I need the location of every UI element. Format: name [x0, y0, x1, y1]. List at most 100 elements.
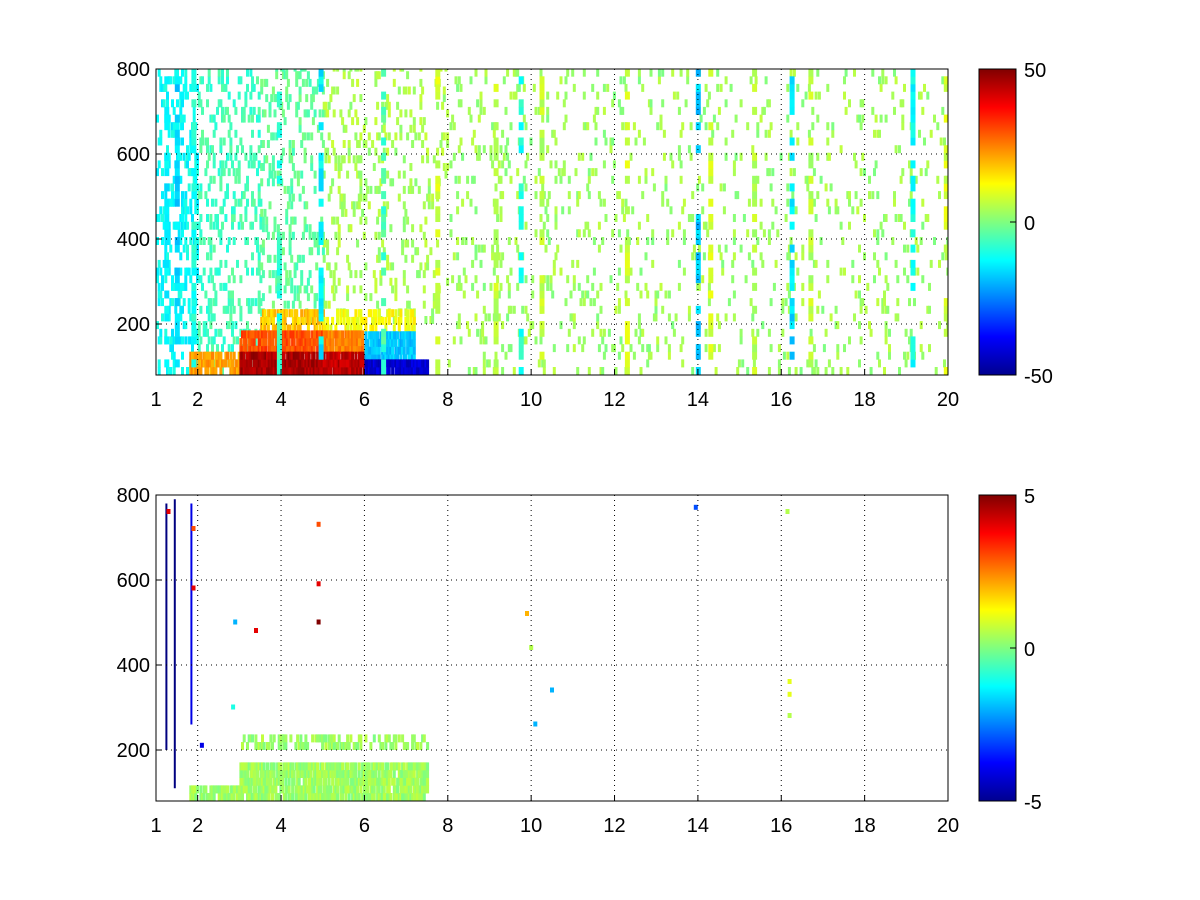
heatmap-stripe-cell [276, 313, 282, 322]
heatmap-cell [311, 345, 315, 354]
heatmap-cell [212, 785, 216, 794]
heatmap-cell [354, 69, 358, 72]
heatmap-cell [489, 282, 493, 291]
x-tick-label: 10 [520, 389, 542, 411]
heatmap-cell [300, 170, 304, 179]
heatmap-cell [359, 155, 363, 164]
heatmap-cell [292, 359, 296, 368]
heatmap-cell [214, 298, 218, 307]
heatmap-cell [327, 351, 331, 360]
heatmap-cell [899, 175, 903, 184]
heatmap-stripe-cell [164, 313, 170, 322]
heatmap-cell [246, 183, 249, 192]
heatmap-cell [324, 367, 328, 375]
heatmap-cell [291, 793, 295, 801]
heatmap-cell [324, 239, 328, 248]
heatmap-cell [297, 338, 301, 347]
heatmap-stripe-cell [276, 175, 282, 184]
heatmap-cell [327, 132, 331, 141]
heatmap-cell [308, 316, 312, 325]
heatmap-cell [894, 259, 898, 268]
heatmap-cell [326, 785, 330, 794]
heatmap-cell [404, 770, 408, 778]
heatmap-cell [277, 762, 281, 771]
heatmap-cell [196, 244, 199, 253]
heatmap-cell [546, 91, 550, 100]
heatmap-cell [928, 305, 931, 314]
heatmap-cell [707, 298, 711, 307]
heatmap-cell [302, 345, 306, 354]
heatmap-cell [267, 367, 271, 375]
heatmap-cell [827, 359, 831, 368]
heatmap-cell [239, 305, 243, 314]
heatmap-cell [157, 367, 161, 375]
heatmap-cell [272, 762, 276, 771]
heatmap-cell [176, 152, 179, 161]
heatmap-cell [278, 170, 282, 179]
heatmap-cell [256, 244, 259, 253]
heatmap-cell [732, 290, 736, 299]
heatmap-cell [546, 198, 550, 207]
heatmap-cell [314, 359, 318, 368]
heatmap-cell [294, 793, 298, 801]
heatmap-cell [576, 191, 580, 200]
heatmap-cell [172, 221, 176, 230]
heatmap-cell [184, 282, 188, 291]
heatmap-cell [239, 137, 243, 146]
heatmap-cell [839, 267, 843, 276]
heatmap-cell [252, 785, 256, 794]
heatmap-cell [894, 313, 898, 322]
heatmap-stripe-cell [518, 99, 524, 108]
heatmap-cell [858, 359, 861, 368]
heatmap-cell [357, 330, 361, 339]
heatmap-cell [166, 91, 169, 100]
heatmap-cell [344, 770, 348, 778]
heatmap-cell [412, 338, 416, 347]
heatmap-cell [259, 785, 263, 794]
heatmap-cell [364, 367, 368, 375]
heatmap-cell [913, 298, 916, 307]
heatmap-cell [234, 321, 238, 330]
heatmap-cell [246, 237, 249, 245]
heatmap-cell [576, 198, 580, 207]
heatmap-cell [544, 244, 548, 253]
heatmap-stripe-cell [539, 106, 545, 115]
heatmap-cell [816, 191, 820, 200]
heatmap-cell [202, 267, 206, 276]
heatmap-cell [270, 309, 274, 318]
heatmap-cell [327, 193, 331, 202]
heatmap-stripe-cell [493, 359, 499, 368]
heatmap-cell [546, 229, 550, 238]
heatmap-cell [387, 734, 391, 743]
heatmap-cell [263, 309, 267, 318]
heatmap-cell [402, 338, 406, 347]
heatmap-cell [572, 275, 576, 284]
heatmap-cell [327, 359, 331, 368]
heatmap-cell [559, 175, 563, 184]
heatmap-cell [282, 734, 286, 743]
heatmap-point [550, 687, 554, 693]
heatmap-cell [764, 76, 768, 85]
heatmap-cell [286, 345, 290, 354]
heatmap-cell [364, 793, 368, 801]
heatmap-cell [257, 305, 261, 314]
heatmap-cell [354, 793, 358, 801]
heatmap-cell [254, 351, 258, 360]
heatmap-cell [239, 275, 243, 284]
heatmap-cell [209, 305, 213, 314]
heatmap-cell [442, 86, 446, 95]
heatmap-cell [392, 69, 396, 72]
heatmap-cell [422, 270, 426, 279]
heatmap-cell [271, 324, 275, 333]
heatmap-cell [251, 793, 254, 801]
heatmap-cell [406, 359, 410, 368]
heatmap-cell [265, 216, 269, 225]
heatmap-cell [211, 785, 214, 794]
heatmap-cell [876, 259, 880, 268]
heatmap-cell [206, 359, 209, 368]
heatmap-cell [313, 300, 317, 309]
heatmap-point [231, 704, 236, 710]
heatmap-cell [386, 354, 390, 363]
heatmap-cell [389, 331, 393, 340]
heatmap-cell [356, 785, 360, 794]
